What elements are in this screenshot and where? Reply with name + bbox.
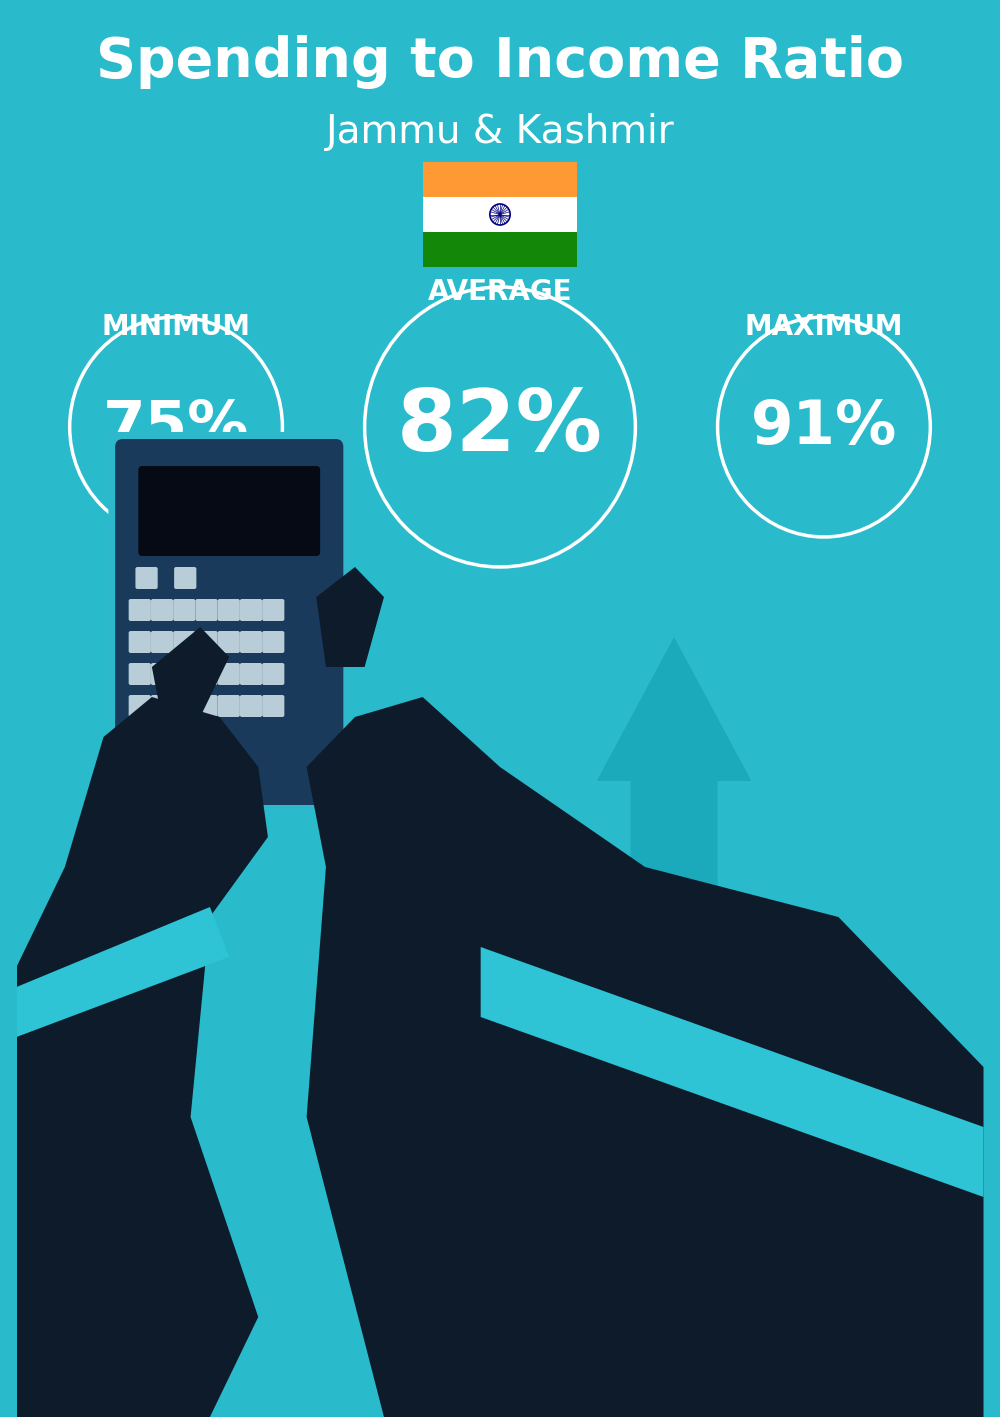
FancyBboxPatch shape <box>240 663 262 684</box>
Text: 75%: 75% <box>103 398 249 456</box>
Text: MAXIMUM: MAXIMUM <box>745 313 903 341</box>
Bar <box>546 1212 552 1297</box>
Polygon shape <box>16 697 268 1417</box>
FancyBboxPatch shape <box>262 663 284 684</box>
FancyBboxPatch shape <box>173 663 195 684</box>
FancyBboxPatch shape <box>218 599 240 621</box>
Text: Spending to Income Ratio: Spending to Income Ratio <box>96 35 904 89</box>
FancyBboxPatch shape <box>195 663 218 684</box>
Polygon shape <box>350 737 456 1168</box>
FancyBboxPatch shape <box>135 567 158 589</box>
FancyBboxPatch shape <box>151 694 173 717</box>
Bar <box>720 1119 734 1144</box>
Text: $: $ <box>718 1165 736 1189</box>
Bar <box>423 232 577 266</box>
FancyBboxPatch shape <box>195 694 218 717</box>
FancyBboxPatch shape <box>129 631 151 653</box>
FancyBboxPatch shape <box>151 631 173 653</box>
FancyBboxPatch shape <box>240 599 262 621</box>
Bar <box>584 1212 589 1297</box>
Bar <box>471 1117 664 1297</box>
Text: AVERAGE: AVERAGE <box>428 278 572 306</box>
FancyBboxPatch shape <box>240 631 262 653</box>
FancyBboxPatch shape <box>129 694 151 717</box>
Circle shape <box>749 1145 889 1289</box>
Circle shape <box>498 213 502 217</box>
Text: 82%: 82% <box>397 385 603 469</box>
FancyBboxPatch shape <box>173 694 195 717</box>
Bar <box>809 1124 829 1153</box>
Bar <box>423 162 577 197</box>
Polygon shape <box>307 697 984 1417</box>
FancyBboxPatch shape <box>195 631 218 653</box>
FancyBboxPatch shape <box>173 599 195 621</box>
Circle shape <box>690 1139 764 1214</box>
FancyBboxPatch shape <box>115 439 343 805</box>
FancyBboxPatch shape <box>262 631 284 653</box>
Text: $: $ <box>806 1197 833 1236</box>
Bar <box>423 197 577 232</box>
FancyBboxPatch shape <box>108 432 350 812</box>
FancyBboxPatch shape <box>218 663 240 684</box>
FancyBboxPatch shape <box>195 599 218 621</box>
Bar <box>690 1193 753 1199</box>
FancyBboxPatch shape <box>262 599 284 621</box>
Polygon shape <box>597 638 751 1267</box>
Bar <box>546 1212 589 1297</box>
FancyBboxPatch shape <box>173 631 195 653</box>
Bar <box>696 1214 759 1220</box>
FancyBboxPatch shape <box>240 694 262 717</box>
FancyBboxPatch shape <box>129 663 151 684</box>
Text: Jammu & Kashmir: Jammu & Kashmir <box>326 113 674 152</box>
FancyBboxPatch shape <box>218 631 240 653</box>
Polygon shape <box>152 626 229 717</box>
FancyBboxPatch shape <box>151 663 173 684</box>
FancyBboxPatch shape <box>151 599 173 621</box>
Text: 91%: 91% <box>751 398 897 456</box>
Polygon shape <box>481 947 984 1197</box>
Bar <box>694 1207 757 1213</box>
Text: MINIMUM: MINIMUM <box>102 313 251 341</box>
FancyBboxPatch shape <box>138 466 320 555</box>
FancyBboxPatch shape <box>262 694 284 717</box>
Polygon shape <box>316 567 384 667</box>
FancyBboxPatch shape <box>218 694 240 717</box>
Bar <box>597 1022 618 1073</box>
FancyBboxPatch shape <box>129 599 151 621</box>
Bar <box>692 1200 755 1206</box>
FancyBboxPatch shape <box>174 567 196 589</box>
Polygon shape <box>447 1007 689 1117</box>
Bar <box>698 1221 761 1227</box>
Polygon shape <box>16 907 229 1037</box>
